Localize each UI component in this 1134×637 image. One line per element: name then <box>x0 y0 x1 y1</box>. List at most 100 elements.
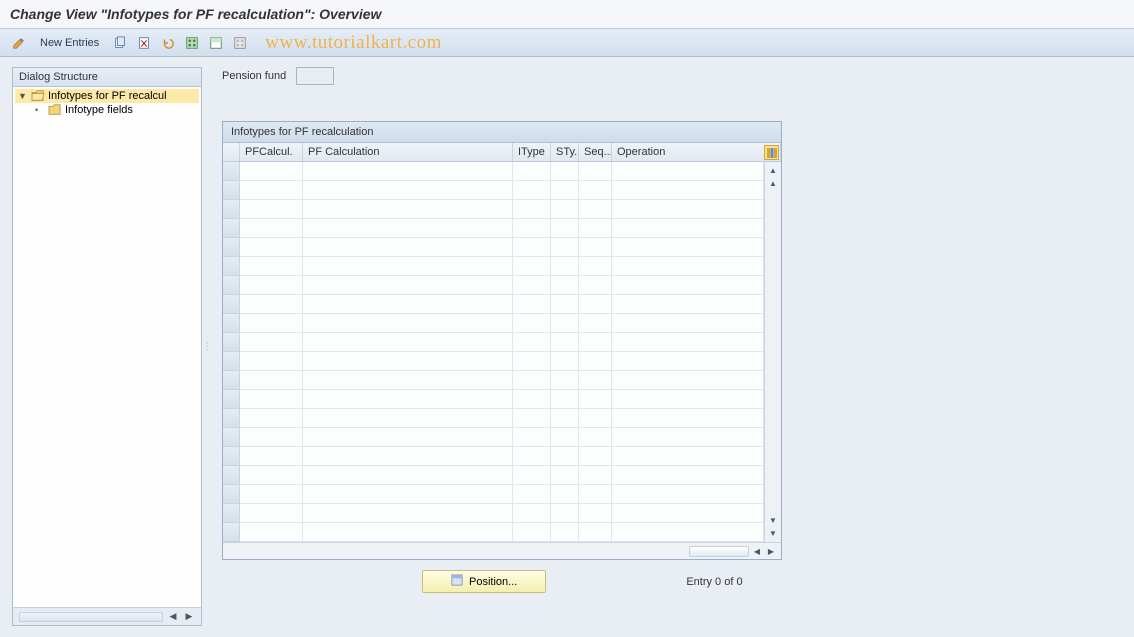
row-selector[interactable] <box>223 257 240 276</box>
scroll-right-icon[interactable]: ▶ <box>183 611 195 623</box>
cell[interactable] <box>612 276 764 294</box>
scroll-up2-icon[interactable]: ▲ <box>767 177 780 190</box>
cell[interactable] <box>303 523 513 541</box>
cell[interactable] <box>303 409 513 427</box>
col-pfcalcul[interactable]: PFCalcul. <box>240 143 303 161</box>
cell[interactable] <box>579 181 612 199</box>
cell[interactable] <box>551 295 579 313</box>
cell[interactable] <box>612 447 764 465</box>
col-pfcalculation[interactable]: PF Calculation <box>303 143 513 161</box>
cell[interactable] <box>240 447 303 465</box>
row-selector[interactable] <box>223 371 240 390</box>
delete-icon[interactable] <box>135 34 153 52</box>
cell[interactable] <box>513 504 551 522</box>
scroll-down2-icon[interactable]: ▼ <box>767 527 780 540</box>
cell[interactable] <box>551 466 579 484</box>
pencil-icon[interactable] <box>10 34 28 52</box>
table-row[interactable] <box>240 352 764 371</box>
cell[interactable] <box>513 409 551 427</box>
row-selector[interactable] <box>223 181 240 200</box>
cell[interactable] <box>579 523 612 541</box>
cell[interactable] <box>579 504 612 522</box>
cell[interactable] <box>612 257 764 275</box>
hscroll-left-icon[interactable]: ◀ <box>751 545 763 557</box>
cell[interactable] <box>303 390 513 408</box>
cell[interactable] <box>551 219 579 237</box>
cell[interactable] <box>579 466 612 484</box>
table-row[interactable] <box>240 409 764 428</box>
cell[interactable] <box>551 504 579 522</box>
cell[interactable] <box>612 181 764 199</box>
table-row[interactable] <box>240 200 764 219</box>
cell[interactable] <box>240 390 303 408</box>
row-selector[interactable] <box>223 162 240 181</box>
cell[interactable] <box>240 485 303 503</box>
cell[interactable] <box>240 276 303 294</box>
row-selector[interactable] <box>223 200 240 219</box>
cell[interactable] <box>612 409 764 427</box>
table-row[interactable] <box>240 333 764 352</box>
cell[interactable] <box>551 409 579 427</box>
table-row[interactable] <box>240 276 764 295</box>
cell[interactable] <box>579 485 612 503</box>
cell[interactable] <box>240 352 303 370</box>
cell[interactable] <box>551 181 579 199</box>
table-row[interactable] <box>240 485 764 504</box>
cell[interactable] <box>303 257 513 275</box>
cell[interactable] <box>579 200 612 218</box>
cell[interactable] <box>551 162 579 180</box>
cell[interactable] <box>612 200 764 218</box>
cell[interactable] <box>240 162 303 180</box>
cell[interactable] <box>513 485 551 503</box>
cell[interactable] <box>513 371 551 389</box>
cell[interactable] <box>240 257 303 275</box>
cell[interactable] <box>579 447 612 465</box>
cell[interactable] <box>612 295 764 313</box>
cell[interactable] <box>612 314 764 332</box>
cell[interactable] <box>240 371 303 389</box>
cell[interactable] <box>513 314 551 332</box>
cell[interactable] <box>612 504 764 522</box>
cell[interactable] <box>303 219 513 237</box>
row-selector[interactable] <box>223 333 240 352</box>
cell[interactable] <box>612 352 764 370</box>
cell[interactable] <box>240 219 303 237</box>
cell[interactable] <box>513 447 551 465</box>
configure-columns-icon[interactable] <box>764 145 779 160</box>
cell[interactable] <box>612 238 764 256</box>
cell[interactable] <box>612 485 764 503</box>
cell[interactable] <box>579 333 612 351</box>
table-row[interactable] <box>240 314 764 333</box>
cell[interactable] <box>551 428 579 446</box>
scroll-down-icon[interactable]: ▼ <box>767 514 780 527</box>
col-operation[interactable]: Operation <box>612 143 781 161</box>
scroll-left-icon[interactable]: ◀ <box>167 611 179 623</box>
hscroll-right-icon[interactable]: ▶ <box>765 545 777 557</box>
cell[interactable] <box>513 390 551 408</box>
tree-item-infotype-fields[interactable]: • Infotype fields <box>15 103 199 117</box>
cell[interactable] <box>579 409 612 427</box>
row-selector[interactable] <box>223 390 240 409</box>
col-itype[interactable]: IType <box>513 143 551 161</box>
cell[interactable] <box>579 352 612 370</box>
cell[interactable] <box>303 504 513 522</box>
cell[interactable] <box>513 428 551 446</box>
hscroll-thumb[interactable] <box>689 546 749 557</box>
cell[interactable] <box>303 314 513 332</box>
cell[interactable] <box>513 276 551 294</box>
cell[interactable] <box>579 390 612 408</box>
col-sty[interactable]: STy. <box>551 143 579 161</box>
cell[interactable] <box>240 295 303 313</box>
cell[interactable] <box>579 238 612 256</box>
cell[interactable] <box>612 162 764 180</box>
cell[interactable] <box>612 333 764 351</box>
cell[interactable] <box>303 466 513 484</box>
expand-arrow-icon[interactable]: ▼ <box>18 91 28 101</box>
table-row[interactable] <box>240 219 764 238</box>
row-selector[interactable] <box>223 409 240 428</box>
cell[interactable] <box>240 504 303 522</box>
row-selector[interactable] <box>223 276 240 295</box>
table-row[interactable] <box>240 466 764 485</box>
table-row[interactable] <box>240 523 764 542</box>
cell[interactable] <box>551 257 579 275</box>
